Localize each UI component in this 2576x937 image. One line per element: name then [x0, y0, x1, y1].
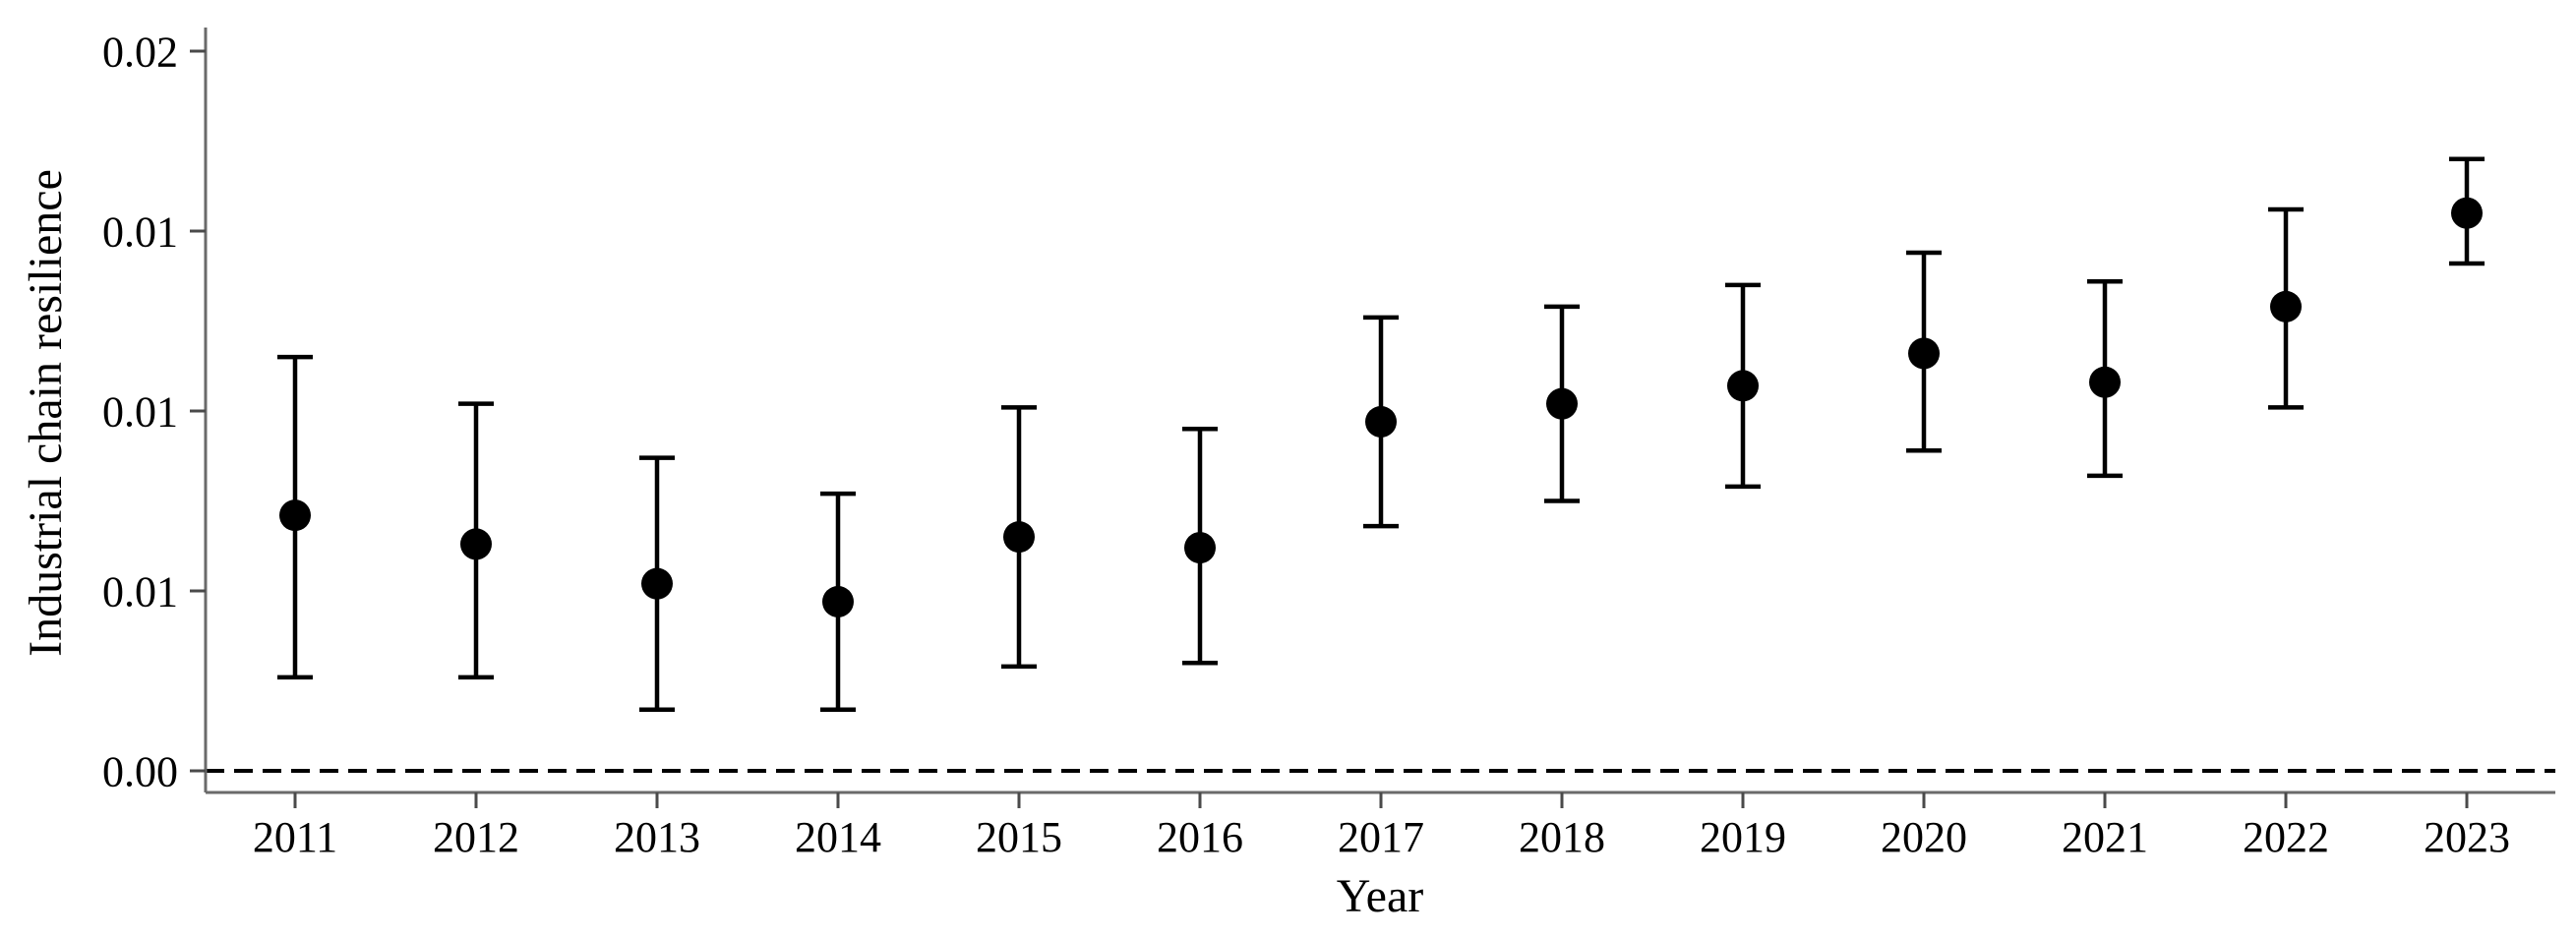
- errorbar-2016: [1182, 427, 1218, 666]
- point-2023: [2451, 197, 2483, 229]
- x-tick-label-2016: 2016: [1157, 813, 1243, 861]
- y-tick-label: 0.01: [102, 387, 178, 436]
- point-2017: [1365, 405, 1397, 438]
- point-2019: [1727, 370, 1759, 402]
- point-2013: [641, 567, 673, 600]
- errorbar-2021: [2087, 278, 2123, 479]
- errorbar-2012: [458, 401, 494, 680]
- point-2015: [1003, 521, 1035, 554]
- x-tick-label-2021: 2021: [2062, 813, 2148, 861]
- x-tick-label-2019: 2019: [1700, 813, 1786, 861]
- x-tick-label-2014: 2014: [795, 813, 881, 861]
- data-series-point-estimates: [277, 156, 2485, 713]
- errorbar-2023: [2449, 156, 2485, 266]
- x-tick-label-2022: 2022: [2243, 813, 2329, 861]
- point-2011: [279, 499, 311, 532]
- x-tick-label-2011: 2011: [253, 813, 337, 861]
- point-2022: [2270, 290, 2302, 322]
- x-tick-label-2013: 2013: [614, 813, 700, 861]
- y-tick-label: 0.01: [102, 207, 178, 256]
- errorbar-2014: [820, 491, 856, 713]
- x-axis-title: Year: [1336, 870, 1424, 922]
- errorbar-2020: [1906, 250, 1942, 453]
- errorbar-2018: [1544, 304, 1580, 503]
- x-tick-label-2018: 2018: [1519, 813, 1605, 861]
- x-tick-label-2020: 2020: [1881, 813, 1967, 861]
- point-2014: [822, 585, 854, 617]
- point-2016: [1184, 532, 1216, 564]
- point-2012: [460, 528, 492, 560]
- errorbar-2013: [639, 455, 675, 713]
- y-tick-label: 0.00: [102, 747, 178, 795]
- x-tick-label-2023: 2023: [2424, 813, 2510, 861]
- y-tick-label: 0.02: [102, 28, 178, 76]
- errorbar-2017: [1363, 315, 1399, 529]
- errorbar-2015: [1001, 405, 1037, 670]
- y-axis-title: Industrial chain resilience: [20, 169, 72, 657]
- y-tick-label: 0.01: [102, 567, 178, 615]
- errorbar-2011: [277, 354, 313, 680]
- x-axis-ticks: 2011 2012 2013 2014 2015 2016 2017 2018 2019 2020…: [253, 792, 2510, 861]
- y-axis-ticks: 0.00 0.01 0.01 0.01 0.02: [102, 28, 206, 795]
- x-tick-label-2017: 2017: [1338, 813, 1424, 861]
- errorbar-2019: [1725, 282, 1761, 490]
- point-2018: [1546, 387, 1578, 420]
- errorbar-2022: [2268, 206, 2304, 410]
- x-tick-label-2015: 2015: [976, 813, 1062, 861]
- x-tick-label-2012: 2012: [433, 813, 519, 861]
- point-2021: [2089, 366, 2121, 398]
- point-2020: [1908, 337, 1940, 370]
